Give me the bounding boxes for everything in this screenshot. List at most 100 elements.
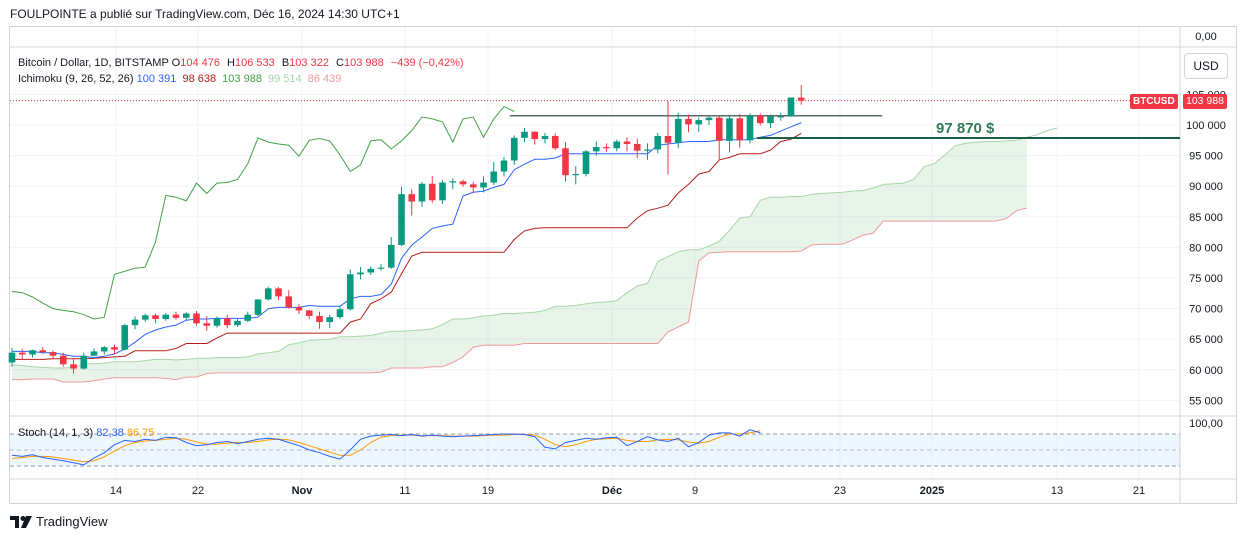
price-tick-label: 90 000 [1189, 181, 1223, 193]
candle-body [336, 309, 344, 318]
change-value: −439 (−0,42%) [390, 57, 464, 69]
candle-body [8, 352, 16, 363]
time-tick-label: Déc [602, 485, 622, 497]
ichimoku-lagging-span [11, 105, 515, 320]
candle-body [674, 118, 682, 143]
ichimoku-row: Ichimoku (9, 26, 52, 26) 100 391 98 638 … [18, 71, 468, 87]
candle-body [295, 307, 303, 311]
candle-body [377, 267, 385, 269]
open-value: 104 476 [180, 57, 220, 69]
candle-body [398, 194, 405, 245]
time-tick-label: Nov [292, 485, 314, 497]
price-tick-label: 55 000 [1189, 395, 1223, 407]
candle-body [572, 173, 580, 176]
candle-body [551, 136, 559, 149]
candle-body [746, 115, 754, 141]
candle-body [736, 118, 744, 141]
price-tick-label: 0,00 [1195, 31, 1216, 43]
candle-body [59, 355, 67, 365]
candle-body [408, 194, 416, 202]
stoch-axis-label: 100,00 [1189, 418, 1223, 430]
ichimoku-value-span-b: 86 439 [307, 73, 342, 85]
candle-body [275, 288, 282, 297]
candle-body [357, 272, 364, 275]
ichimoku-label[interactable]: Ichimoku (9, 26, 52, 26) [18, 73, 134, 85]
candle-body [531, 131, 539, 140]
candle-body [152, 315, 159, 320]
price-tick-label: 75 000 [1189, 273, 1223, 285]
candle-body [141, 315, 149, 320]
symbol-title[interactable]: Bitcoin / Dollar, 1D, BITSTAMP [18, 57, 169, 69]
time-tick-label: 14 [110, 485, 122, 497]
ichimoku-span-a [11, 127, 1058, 369]
time-tick-label: 9 [692, 485, 698, 497]
candle-body [695, 120, 703, 125]
chart-frame[interactable] [9, 26, 1237, 504]
footer-brand: TradingView [36, 514, 108, 529]
ichimoku-value-conversion: 100 391 [136, 73, 177, 85]
candle-body [29, 350, 36, 355]
ichimoku-span-b [12, 207, 1027, 383]
candle-body [756, 115, 764, 124]
candle-body [459, 181, 467, 185]
price-tick-label: 80 000 [1189, 242, 1223, 254]
symbol-row: Bitcoin / Dollar, 1D, BITSTAMP O104 476 … [18, 57, 464, 69]
stoch-k-value: 82,38 [96, 427, 124, 439]
footer[interactable]: TradingView [10, 514, 108, 529]
time-tick-label: 23 [834, 485, 846, 497]
candle-body [285, 296, 293, 308]
candle-body [510, 137, 518, 161]
candle-body [418, 183, 426, 202]
time-axis-labels: 14 22 Nov 11 19 Déc 9 23 2025 13 21 [110, 485, 1145, 497]
candle-body [131, 319, 139, 326]
candle-body [664, 136, 672, 143]
candle-body [182, 313, 190, 318]
candle-body [603, 147, 610, 149]
candle-body [172, 314, 180, 318]
candle-body [767, 116, 774, 124]
candle-body [562, 148, 569, 176]
candle-body [193, 313, 200, 324]
last-price-tag: 103 988 [1183, 94, 1227, 109]
candle-body [223, 318, 231, 326]
support-level-label[interactable]: 97 870 $ [936, 120, 995, 137]
candle-body [623, 141, 631, 144]
ichimoku-value-lagging: 103 988 [222, 73, 262, 85]
close-value: 103 988 [343, 57, 384, 69]
candle-body [592, 147, 600, 152]
time-tick-label: 21 [1133, 485, 1145, 497]
stoch-d-value: 86,75 [126, 427, 155, 439]
candle-body [346, 274, 354, 310]
currency-button[interactable]: USD [1184, 53, 1228, 79]
price-tick-label: 70 000 [1189, 304, 1223, 316]
candle-body [234, 320, 241, 326]
price-tick-label: 65 000 [1189, 334, 1223, 346]
grid-lines [10, 27, 1180, 480]
candle-body [726, 118, 733, 141]
time-tick-label: 11 [399, 485, 410, 497]
candle-body [305, 310, 313, 316]
candle-body [500, 160, 508, 172]
candles [8, 85, 805, 374]
candle-body [264, 288, 272, 300]
ichimoku-value-base: 98 638 [182, 73, 217, 85]
candle-body [100, 347, 108, 352]
chart-legend: Bitcoin / Dollar, 1D, BITSTAMP O104 476 … [18, 55, 468, 87]
candle-body [90, 351, 98, 356]
candle-body [644, 149, 651, 151]
candle-body [80, 355, 88, 369]
price-tick-label: 95 000 [1189, 151, 1223, 163]
stoch-label[interactable]: Stoch (14, 1, 3) [18, 427, 94, 439]
candle-body [387, 244, 395, 268]
candle-body [244, 314, 252, 321]
stoch-d-line [11, 430, 761, 463]
candle-body [326, 317, 334, 323]
candle-body [39, 350, 47, 353]
candle-body [654, 136, 662, 150]
time-tick-label: 19 [482, 485, 494, 497]
stoch-legend: Stoch (14, 1, 3) 82,38 86,75 [18, 427, 154, 439]
price-tick-label: 60 000 [1189, 365, 1223, 377]
candle-body [449, 181, 457, 183]
time-tick-label: 13 [1051, 485, 1063, 497]
